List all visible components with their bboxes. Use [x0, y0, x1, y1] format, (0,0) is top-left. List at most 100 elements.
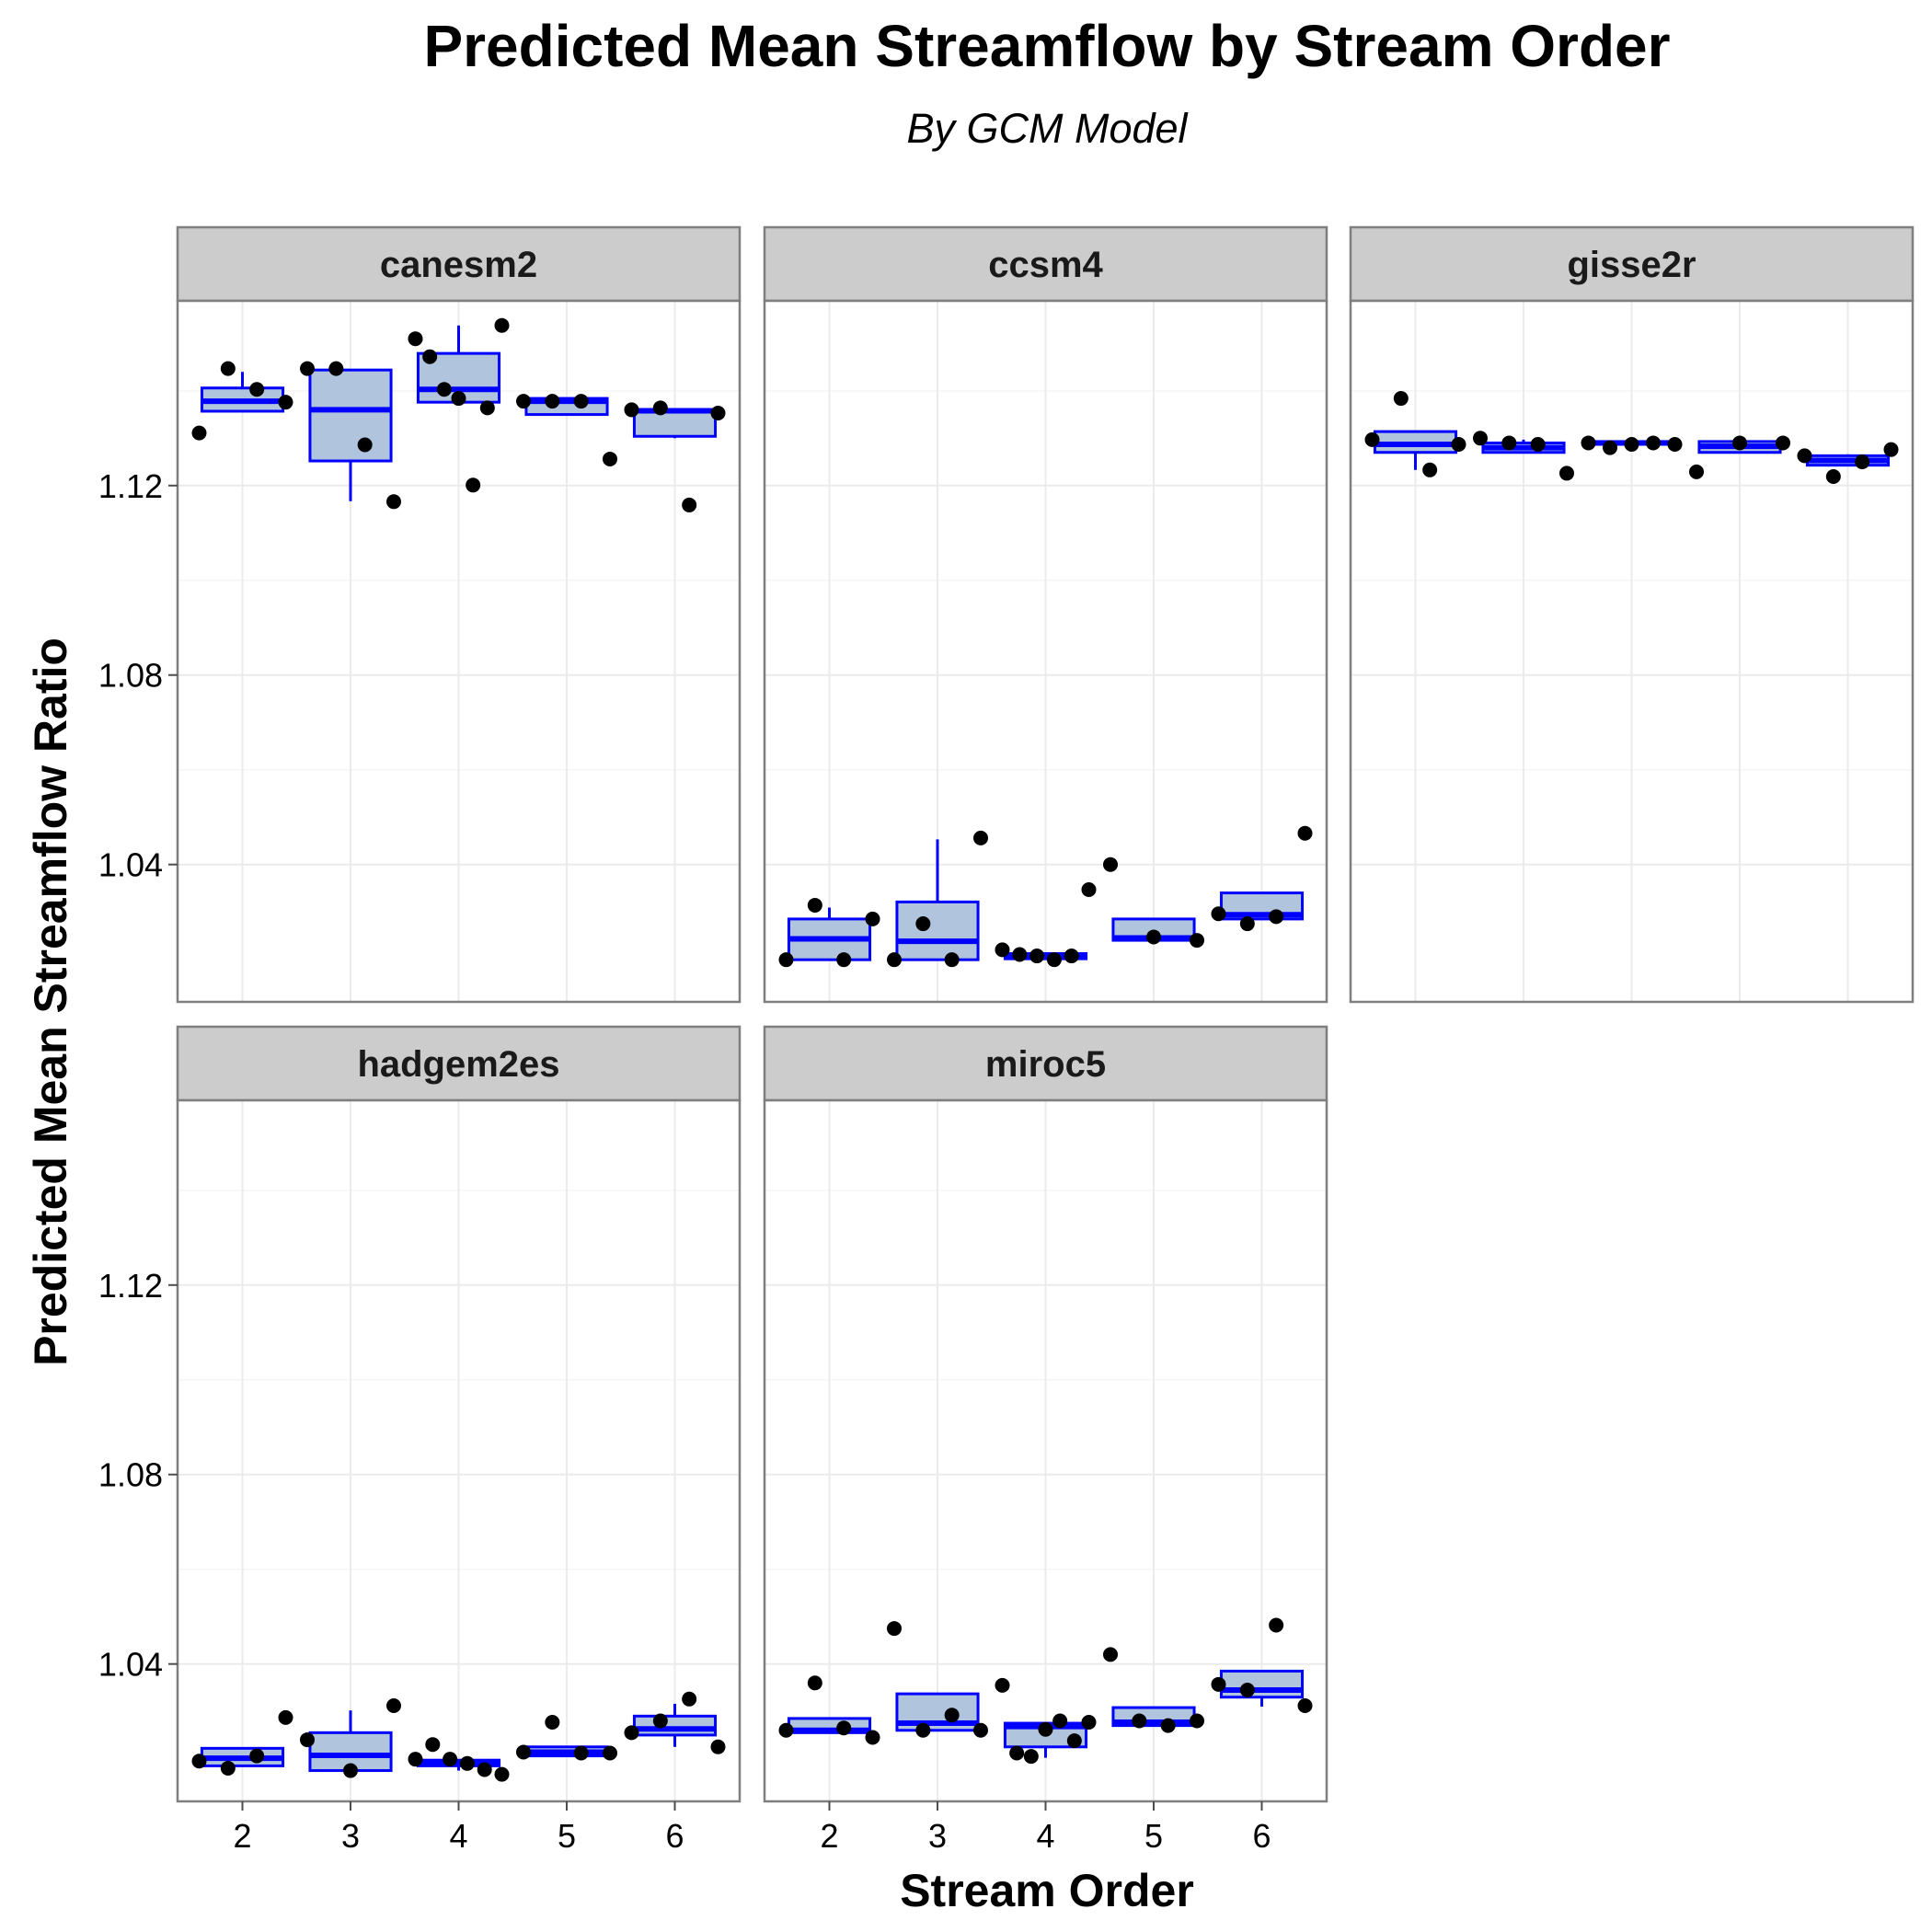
box-gisse2r-6 — [1797, 442, 1899, 485]
data-point — [451, 391, 466, 407]
strip-miroc5 — [763, 1025, 1328, 1102]
data-point — [865, 1730, 880, 1745]
facet-canesm2: canesm2 1.04 1.08 1.12 — [98, 225, 742, 1004]
data-point — [836, 952, 852, 968]
x-tick-label: 3 — [928, 1817, 947, 1855]
data-point — [995, 1677, 1010, 1693]
data-point — [865, 911, 880, 926]
data-point — [995, 942, 1010, 958]
data-point — [807, 897, 822, 913]
box-ccsm4-2 — [778, 897, 880, 968]
box-ccsm4-5 — [1103, 857, 1204, 949]
data-point — [1451, 437, 1466, 453]
y-axis-title: Predicted Mean Streamflow Ratio — [25, 638, 76, 1366]
data-point — [436, 382, 452, 397]
data-point — [1667, 437, 1683, 453]
data-point — [1239, 1683, 1255, 1698]
box-hadgem2es-5 — [516, 1715, 617, 1761]
box-canesm2-2 — [191, 361, 293, 441]
x-tick-label: 4 — [449, 1817, 467, 1855]
data-point — [778, 1722, 794, 1738]
box-rect — [632, 408, 718, 438]
data-point — [1473, 431, 1488, 446]
data-point — [1103, 857, 1118, 872]
data-point — [1009, 1745, 1025, 1761]
x-tick-label: 6 — [665, 1817, 684, 1855]
y-tick-label: 1.04 — [98, 1646, 163, 1684]
x-tick-label: 4 — [1036, 1817, 1054, 1855]
data-point — [459, 1755, 475, 1771]
y-tick-label: 1.08 — [98, 657, 163, 695]
box-hadgem2es-2 — [191, 1709, 293, 1776]
y-tick-label: 1.12 — [98, 467, 163, 505]
box-canesm2-5 — [516, 394, 617, 466]
strip-label-hadgem2es: hadgem2es — [357, 1044, 559, 1085]
data-point — [386, 494, 401, 510]
data-point — [191, 425, 207, 441]
data-point — [1559, 466, 1574, 481]
data-point — [1239, 916, 1255, 932]
x-axis-title: Stream Order — [900, 1865, 1194, 1916]
data-point — [836, 1720, 852, 1736]
data-point — [1776, 435, 1790, 451]
data-point — [328, 361, 344, 376]
data-point — [710, 406, 726, 421]
data-point — [1297, 1697, 1313, 1713]
data-point — [479, 400, 495, 416]
box-hadgem2es-6 — [624, 1691, 726, 1754]
data-point — [652, 400, 668, 416]
data-point — [386, 1697, 401, 1713]
data-point — [973, 830, 988, 845]
strip-label-miroc5: miroc5 — [985, 1044, 1106, 1085]
box-gisse2r-5 — [1689, 435, 1790, 479]
data-point — [573, 1745, 589, 1761]
data-point — [1160, 1718, 1176, 1733]
data-point — [1081, 1715, 1097, 1731]
data-point — [915, 916, 931, 932]
data-point — [278, 1709, 293, 1725]
box-gisse2r-3 — [1473, 431, 1574, 481]
data-point — [1211, 1676, 1226, 1692]
data-point — [1364, 431, 1380, 447]
data-point — [425, 1737, 441, 1753]
data-point — [357, 437, 373, 453]
data-point — [1732, 435, 1747, 451]
data-point — [1064, 949, 1079, 964]
data-point — [494, 317, 510, 333]
data-point — [944, 952, 960, 968]
data-point — [1029, 949, 1045, 964]
data-point — [1012, 947, 1028, 962]
data-point — [516, 1744, 531, 1760]
data-point — [1103, 1647, 1118, 1662]
box-gisse2r-2 — [1364, 391, 1466, 477]
facet-ccsm4: ccsm4 — [763, 225, 1328, 1004]
box-rect — [1219, 1669, 1305, 1699]
data-point — [1422, 462, 1438, 477]
data-point — [652, 1713, 668, 1729]
data-point — [1066, 1733, 1082, 1749]
data-point — [545, 1715, 560, 1731]
box-miroc5-3 — [887, 1621, 988, 1738]
data-point — [1624, 437, 1639, 453]
data-point — [278, 395, 293, 410]
data-point — [422, 349, 438, 364]
data-point — [1855, 454, 1870, 470]
data-point — [191, 1754, 207, 1769]
data-point — [408, 1752, 423, 1767]
data-point — [710, 1739, 726, 1754]
box-canesm2-4 — [408, 317, 510, 493]
data-point — [1581, 435, 1596, 451]
strip-ccsm4 — [763, 225, 1328, 303]
box-miroc5-6 — [1211, 1617, 1313, 1713]
x-tick-label: 3 — [341, 1817, 360, 1855]
data-point — [1393, 391, 1409, 407]
data-point — [573, 394, 589, 409]
box-hadgem2es-4 — [408, 1737, 510, 1782]
strip-gisse2r — [1349, 225, 1915, 303]
y-tick-label: 1.08 — [98, 1456, 163, 1494]
box-miroc5-5 — [1103, 1647, 1204, 1733]
data-point — [1023, 1749, 1039, 1765]
box-miroc5-4 — [995, 1677, 1097, 1765]
